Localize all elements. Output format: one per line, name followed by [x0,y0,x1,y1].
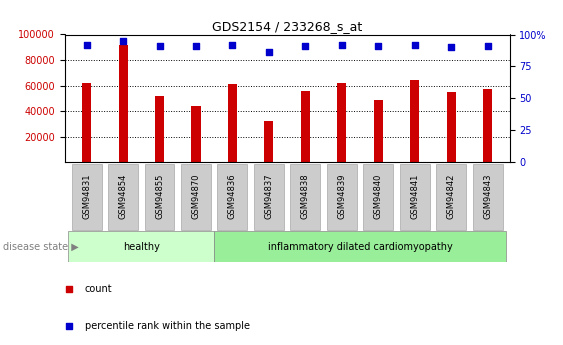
Point [337,42,346,48]
Point [301,43,310,49]
Text: GSM94840: GSM94840 [374,174,383,219]
Bar [214,231,506,262]
Text: GSM94839: GSM94839 [337,174,346,219]
Text: inflammatory dilated cardiomyopathy: inflammatory dilated cardiomyopathy [267,242,453,252]
Text: GSM94842: GSM94842 [446,174,455,219]
Point [265,50,274,55]
Point [483,43,492,49]
Bar [217,164,247,230]
Bar [291,164,320,230]
Point [446,45,455,50]
Bar [400,164,430,230]
Point [374,43,383,49]
Bar [436,164,466,230]
Bar [265,121,274,162]
Text: count: count [85,284,113,294]
Bar [145,164,175,230]
Point [228,42,237,48]
Bar [68,231,214,262]
Text: healthy: healthy [123,242,160,252]
Text: GSM94831: GSM94831 [82,174,91,219]
Bar [301,91,310,162]
Point [155,43,164,49]
Bar [82,83,91,162]
Bar [363,164,393,230]
Bar [181,164,211,230]
Text: disease state ▶: disease state ▶ [3,242,79,252]
Point [82,42,91,48]
Bar [410,80,419,162]
Bar [108,164,138,230]
Text: GSM94838: GSM94838 [301,174,310,219]
Text: GSM94837: GSM94837 [265,174,274,219]
Text: GSM94836: GSM94836 [228,174,237,219]
Text: percentile rank within the sample: percentile rank within the sample [85,321,250,331]
Bar [72,164,101,230]
Bar [483,89,492,162]
Text: GSM94854: GSM94854 [119,174,128,219]
Bar [327,164,357,230]
Text: GSM94870: GSM94870 [191,174,200,219]
Bar [228,84,237,162]
Point [65,323,74,328]
Bar [254,164,284,230]
Bar [337,83,346,162]
Bar [191,106,200,162]
Text: GSM94855: GSM94855 [155,174,164,219]
Bar [374,100,383,162]
Bar [119,45,128,162]
Title: GDS2154 / 233268_s_at: GDS2154 / 233268_s_at [212,20,362,33]
Point [191,43,200,49]
Bar [473,164,503,230]
Bar [155,96,164,162]
Point [65,287,74,292]
Text: GSM94841: GSM94841 [410,174,419,219]
Bar [446,92,455,162]
Point [119,38,128,44]
Text: GSM94843: GSM94843 [483,174,492,219]
Point [410,42,419,48]
